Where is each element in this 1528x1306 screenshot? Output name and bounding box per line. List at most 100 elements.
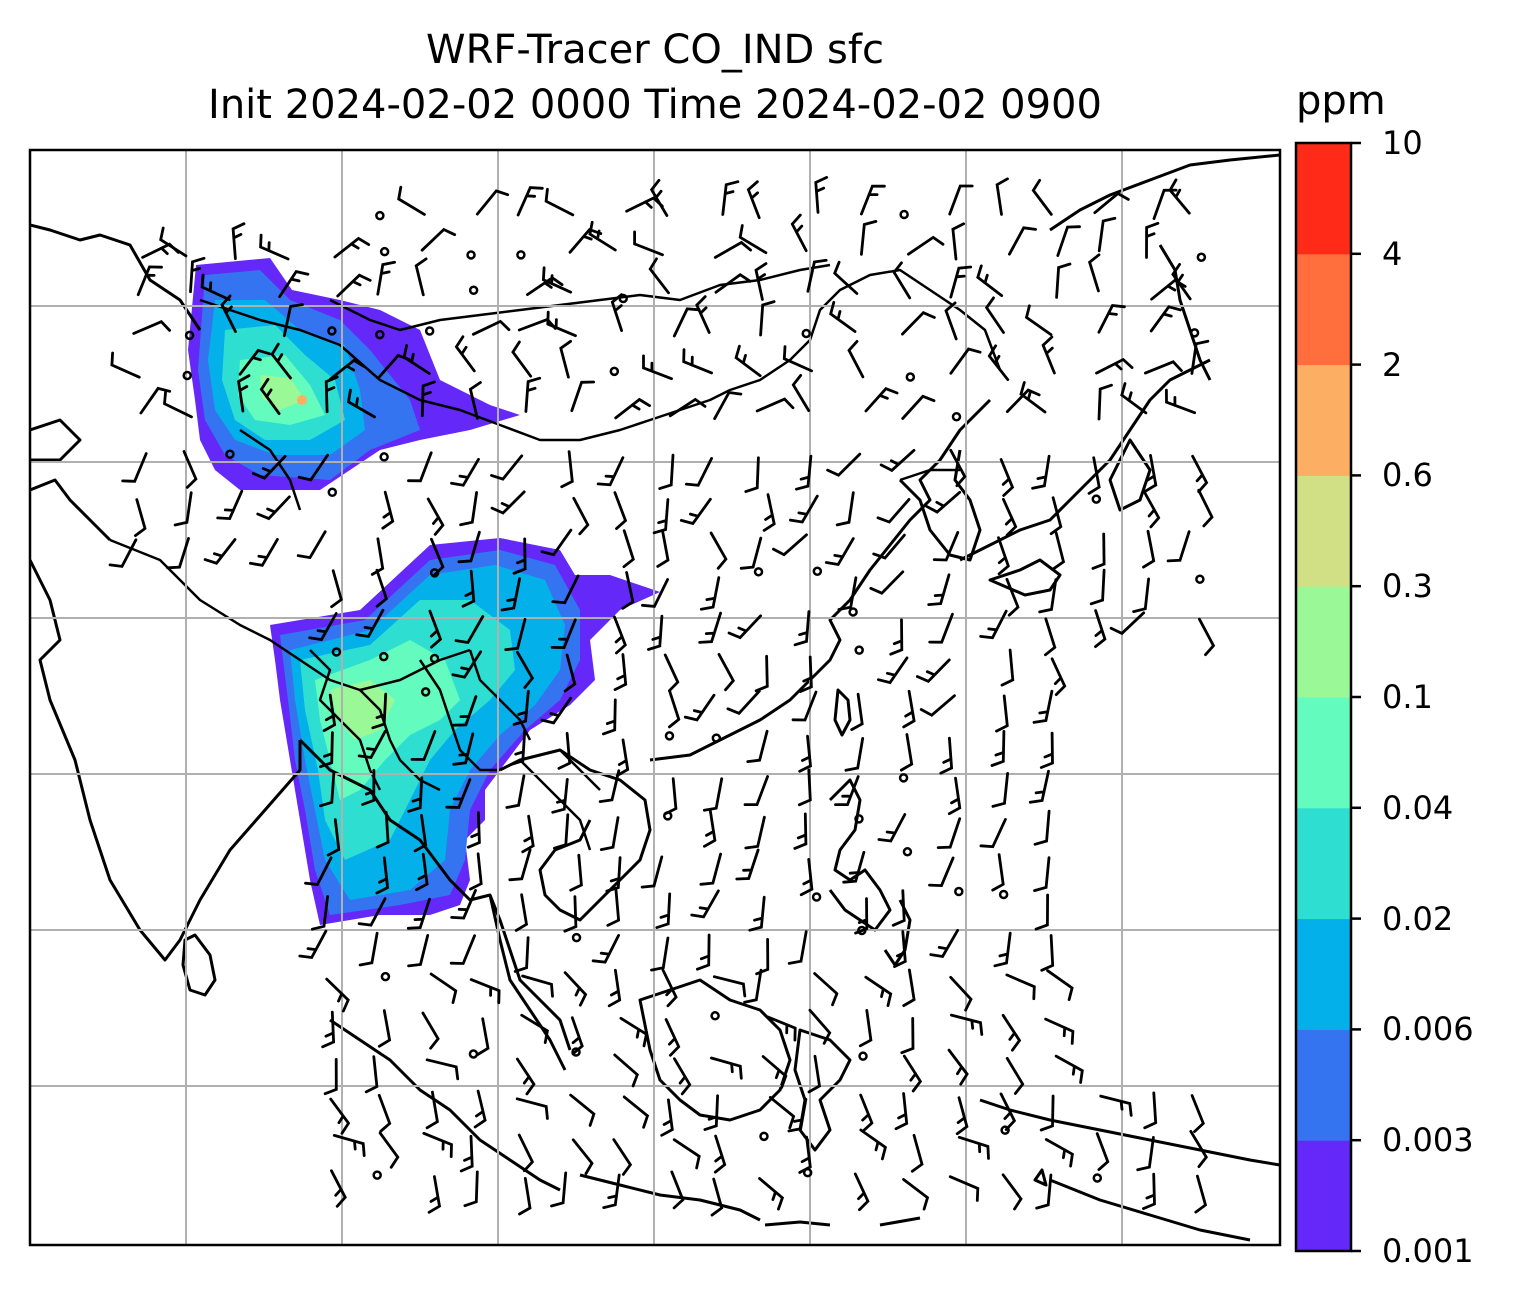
wind-barb [606, 888, 621, 927]
wind-barb [652, 498, 670, 535]
wind-barb [559, 339, 572, 379]
wind-barb [251, 455, 287, 480]
wind-barb [1031, 178, 1053, 216]
calm-wind-circle [379, 452, 389, 462]
wind-barb [826, 452, 862, 477]
wind-barb [714, 272, 752, 294]
wind-barb [1136, 1136, 1155, 1172]
wind-barb [947, 1048, 969, 1086]
calm-wind-circle [801, 328, 812, 339]
wind-barb [698, 611, 722, 644]
wind-barb [864, 387, 899, 413]
wind-barb [466, 811, 481, 849]
wind-barb [297, 453, 329, 482]
wind-barb [949, 347, 982, 375]
wind-barb [1143, 1091, 1158, 1130]
wind-barb [1033, 809, 1051, 846]
wind-barb [563, 971, 588, 1007]
wind-barb [468, 381, 482, 420]
wind-barb [713, 240, 752, 259]
wind-barb [1150, 278, 1187, 301]
calm-wind-circle [663, 811, 673, 821]
calm-wind-circle [954, 886, 964, 897]
wind-barb [346, 388, 376, 419]
wind-barb [910, 1133, 924, 1173]
colorbar-tick-label: 4 [1382, 234, 1403, 273]
wind-barb [613, 491, 628, 530]
colorbar-tick-label: 0.04 [1382, 788, 1454, 827]
wind-barb [795, 454, 813, 491]
wind-barb [1190, 1094, 1205, 1133]
wind-barb [323, 1058, 338, 1096]
wind-barb [824, 537, 855, 567]
wind-barb [684, 457, 713, 487]
wind-barb [461, 569, 476, 608]
wind-barb [259, 377, 281, 415]
wind-barb [1165, 388, 1196, 415]
wind-barb [955, 1096, 969, 1136]
wind-barb [853, 1172, 870, 1212]
wind-barb [655, 892, 672, 929]
calm-wind-circle [1195, 574, 1205, 584]
calm-wind-circle [182, 370, 192, 381]
wind-barb [793, 812, 808, 850]
wind-barb [256, 495, 291, 521]
wind-barb [993, 931, 1012, 968]
wind-barb [1033, 856, 1051, 892]
wind-barb [664, 1018, 681, 1057]
wind-barb [721, 180, 740, 216]
wind-barb [459, 1134, 474, 1173]
wind-barb [1099, 1094, 1133, 1117]
calm-wind-circle [468, 1049, 479, 1059]
wind-barb [902, 1178, 930, 1211]
colorbar-tick-label: 0.02 [1382, 899, 1454, 938]
wind-barb [1055, 262, 1072, 299]
wind-barb [984, 296, 1005, 334]
wind-barb [1194, 1174, 1208, 1214]
wind-barb [621, 571, 635, 610]
calm-wind-circle [184, 330, 195, 341]
wind-barb [640, 855, 664, 889]
wind-barb [377, 1093, 392, 1133]
colorbar-segment [1296, 586, 1351, 698]
wind-barb [1171, 263, 1192, 301]
wind-barb [713, 390, 743, 421]
wind-barb [1132, 577, 1150, 613]
wind-barb [1050, 657, 1067, 696]
wind-barb [754, 262, 768, 301]
wind-barb [322, 693, 337, 732]
wind-barb [860, 184, 886, 216]
wind-barb [1005, 1057, 1025, 1095]
wind-barb [450, 457, 480, 487]
wind-barb [1054, 1054, 1084, 1084]
wind-barb [787, 1097, 808, 1133]
wind-barb [673, 1057, 692, 1096]
wind-barb [928, 612, 954, 644]
wind-barb [517, 1133, 535, 1173]
wind-barb [296, 530, 327, 560]
wind-barb [1152, 188, 1178, 220]
wind-barb [319, 731, 334, 769]
wind-barb [979, 818, 1007, 849]
wind-barb [1046, 969, 1074, 1001]
wind-barb [381, 490, 395, 530]
wind-barb [695, 295, 711, 334]
wind-barb [429, 972, 458, 1004]
calm-wind-circle [327, 487, 338, 497]
wind-barb [110, 351, 141, 379]
wind-barb [858, 1009, 873, 1048]
wind-barb [540, 528, 573, 557]
wind-barb [901, 394, 936, 420]
wind-barb [282, 303, 304, 338]
wind-barb [500, 577, 521, 612]
calm-wind-circle [424, 326, 435, 336]
wind-barb [1094, 609, 1107, 648]
calm-wind-circle [811, 892, 822, 902]
wind-barb [298, 929, 328, 960]
calm-wind-circle [571, 1047, 581, 1057]
wind-barb [540, 696, 572, 725]
calm-wind-circle [802, 1167, 813, 1178]
wind-barb [364, 1055, 379, 1094]
calm-wind-circle [998, 889, 1009, 900]
wind-barb [995, 177, 1009, 216]
